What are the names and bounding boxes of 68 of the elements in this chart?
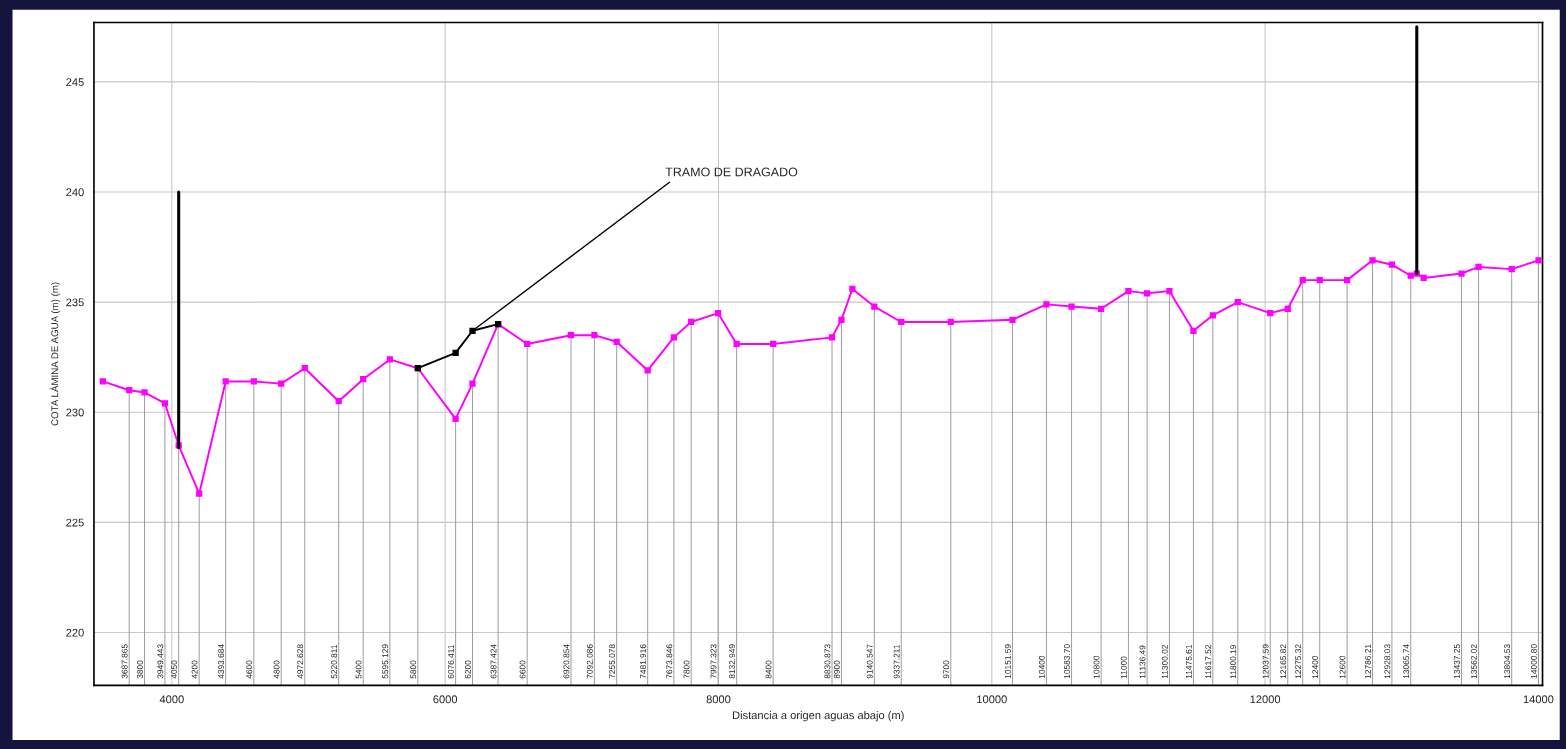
- x-tick-label: 12000: [1250, 695, 1281, 704]
- annotation: 11475.61: [1185, 644, 1192, 679]
- annotation: TRAMO DE DRAGADO: [665, 167, 798, 177]
- annotation: 7481.916: [640, 644, 647, 679]
- annotation: 12600: [1339, 655, 1346, 679]
- annotation: 8900: [833, 660, 840, 679]
- x-axis-title: Distancia a origen aguas abajo (m): [733, 710, 904, 722]
- annotation: 12165.82: [1280, 644, 1287, 679]
- annotation: 5220.811: [331, 644, 338, 679]
- y-axis-title: COTA LÁMINA DE AGUA (m) (m): [49, 282, 61, 426]
- annotation: 9140.547: [866, 644, 873, 679]
- annotation: 5595.129: [382, 644, 389, 679]
- annotation: 13437.25: [1453, 644, 1460, 679]
- annotation: 7255.078: [609, 644, 616, 679]
- y-tick-label: 240: [66, 188, 84, 197]
- annotation: 7800: [683, 660, 690, 679]
- annotation: 6600: [519, 660, 526, 679]
- annotation: 12786.21: [1364, 644, 1371, 679]
- x-tick-label: 8000: [706, 695, 731, 704]
- annotation: 12275.32: [1295, 644, 1302, 679]
- annotation: 6076.411: [448, 644, 454, 679]
- y-tick-label: 230: [66, 408, 84, 417]
- annotation: 4600: [246, 660, 253, 679]
- annotation: 12037.59: [1262, 644, 1269, 679]
- x-tick-label: 6000: [433, 695, 458, 704]
- annotation: 7673.846: [666, 644, 673, 679]
- annotation: 13065.74: [1403, 644, 1410, 679]
- y-tick-label: 235: [66, 298, 84, 307]
- annotation: 12400: [1312, 655, 1319, 679]
- y-tick-label: 245: [66, 78, 84, 87]
- annotation: 9700: [943, 660, 950, 679]
- annotation: 14000.80: [1530, 644, 1537, 679]
- annotation: 5800: [410, 660, 417, 679]
- x-tick-label: 10000: [977, 695, 1007, 704]
- y-tick-label: 220: [66, 628, 84, 637]
- y-tick-label: 225: [66, 518, 84, 527]
- annotation: 10583.70: [1064, 644, 1070, 679]
- annotation: 11136.49: [1139, 645, 1146, 679]
- x-tick-label: 14000: [1523, 695, 1554, 704]
- annotation: 13804.53: [1504, 644, 1511, 679]
- annotation: 5400: [355, 660, 362, 679]
- annotation: 12928.03: [1384, 644, 1391, 679]
- annotation: 10151.59: [1004, 644, 1011, 679]
- annotation: 8132.949: [729, 644, 735, 679]
- annotation: 10400: [1038, 655, 1045, 679]
- annotation: 4393.684: [218, 644, 225, 679]
- annotation: 3949.443: [157, 644, 164, 679]
- annotation: 6387.424: [490, 644, 497, 679]
- annotation: 4972.628: [297, 644, 304, 679]
- annotation: 3687.865: [121, 644, 128, 679]
- annotation: 7997.323: [710, 644, 717, 679]
- annotation: 4050: [171, 660, 178, 679]
- annotation: 9337.211: [893, 644, 900, 679]
- annotation: 7092.086: [586, 644, 593, 679]
- annotation: 11000: [1120, 656, 1127, 679]
- annotation: 3800: [136, 660, 143, 679]
- annotation: 8830.873: [824, 644, 831, 679]
- annotation: 11300.02: [1161, 645, 1168, 679]
- annotation: 8400: [765, 660, 772, 679]
- annotation: 6200: [464, 660, 471, 679]
- annotation: 13562.02: [1471, 644, 1477, 679]
- annotation: 10800: [1093, 655, 1100, 679]
- annotation: 4800: [273, 660, 280, 679]
- annotation: 6920.854: [563, 644, 570, 679]
- annotation: 4200: [191, 660, 198, 679]
- annotation: 11617.52: [1205, 645, 1212, 679]
- annotation: 11800.19: [1230, 644, 1237, 679]
- x-tick-label: 4000: [159, 695, 184, 704]
